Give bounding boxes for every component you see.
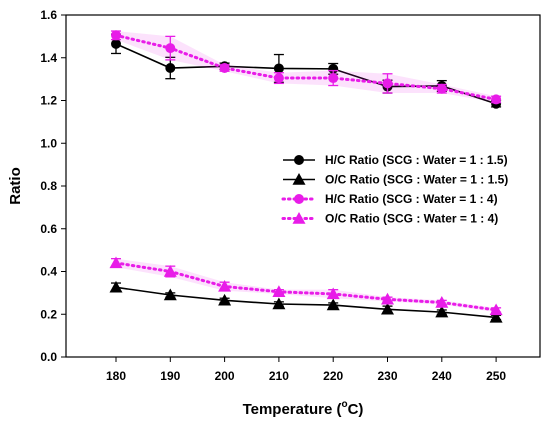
legend-marker [294, 155, 304, 165]
data-point [165, 63, 176, 74]
data-point [219, 63, 230, 74]
data-point [273, 73, 284, 84]
data-point [491, 94, 502, 105]
data-point [489, 303, 503, 316]
data-point [111, 38, 121, 49]
data-point [436, 83, 447, 94]
legend-marker [292, 212, 306, 224]
legend-marker [292, 173, 306, 185]
x-tick-label: 240 [432, 369, 452, 383]
series-4 [109, 256, 503, 316]
series-line [114, 261, 498, 312]
data-point [218, 279, 232, 292]
x-tick-label: 210 [269, 369, 289, 383]
series-layer [109, 30, 503, 323]
x-axis: 180 190 200 210 220 230 240 250 [106, 357, 506, 383]
x-axis-title-sup: o [341, 399, 347, 410]
data-point [272, 285, 286, 298]
data-point [328, 63, 339, 74]
x-axis-title: Temperature (oC) [243, 399, 364, 418]
y-tick-label: 0.4 [40, 265, 57, 279]
series-line [115, 43, 497, 105]
data-point [381, 302, 394, 315]
legend-marker [294, 194, 304, 204]
y-tick-label: 0.8 [40, 179, 57, 193]
x-tick-label: 200 [215, 369, 235, 383]
data-point [165, 43, 176, 54]
data-point [435, 295, 449, 308]
series-line [114, 33, 498, 101]
data-point [272, 297, 286, 310]
data-point [163, 265, 177, 277]
y-tick-label: 1.2 [40, 94, 57, 108]
y-tick-label: 1.6 [40, 8, 57, 22]
data-point [381, 292, 394, 305]
legend: H/C Ratio (SCG : Water = 1 : 1.5) O/C Rat… [281, 153, 508, 226]
y-tick-label: 1.0 [40, 136, 57, 150]
legend-label: H/C Ratio (SCG : Water = 1 : 4) [325, 192, 498, 206]
x-axis-title-tail: C) [348, 401, 364, 418]
y-tick-label: 0.2 [40, 307, 57, 321]
series-band [116, 258, 497, 313]
data-point [382, 78, 393, 89]
x-tick-label: 220 [323, 369, 343, 383]
series-line [115, 286, 497, 319]
data-point [326, 298, 340, 311]
data-point [328, 73, 339, 84]
legend-label: O/C Ratio (SCG : Water = 1 : 1.5) [325, 173, 508, 187]
data-point [435, 305, 449, 318]
y-axis-title: Ratio [7, 167, 24, 205]
x-tick-label: 230 [377, 369, 397, 383]
x-tick-label: 180 [106, 369, 126, 383]
data-point [326, 287, 340, 300]
data-point [218, 293, 232, 306]
data-point [273, 63, 284, 74]
series-3 [111, 30, 502, 105]
data-point [109, 256, 123, 269]
x-axis-title-main: Temperature ( [243, 401, 342, 418]
y-tick-label: 0.6 [40, 222, 57, 236]
y-axis: 0.0 0.2 0.4 0.6 0.8 1.0 1.2 1.4 1.6 [40, 8, 66, 364]
y-tick-label: 1.4 [40, 51, 57, 65]
series-2 [109, 280, 503, 323]
data-point [163, 288, 177, 301]
data-point [489, 310, 503, 323]
data-point [109, 280, 123, 293]
x-tick-label: 250 [486, 369, 506, 383]
legend-label: H/C Ratio (SCG : Water = 1 : 1.5) [325, 153, 508, 167]
legend-label: O/C Ratio (SCG : Water = 1 : 4) [325, 212, 498, 226]
y-tick-label: 0.0 [40, 350, 57, 364]
data-point [111, 30, 121, 41]
x-tick-label: 190 [160, 369, 180, 383]
